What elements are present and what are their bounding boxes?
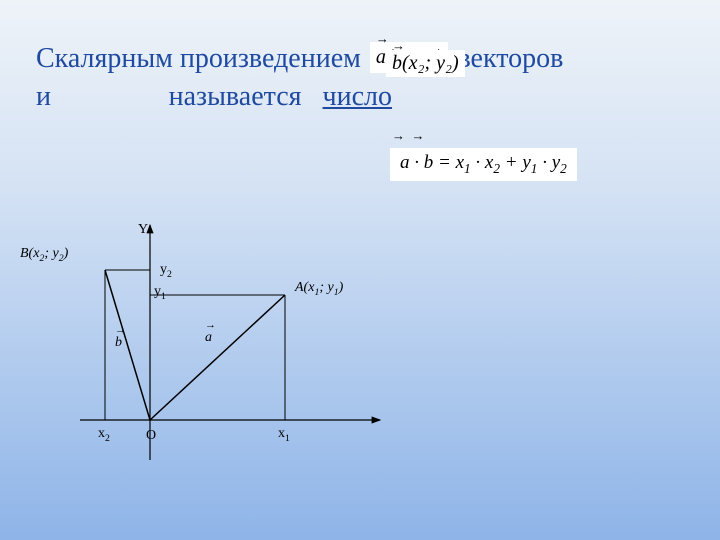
vector-a-label: →a xyxy=(205,330,212,346)
title-word2: произведением xyxy=(180,43,361,74)
origin-label: O xyxy=(146,428,156,444)
formula-text: a · b = x1 · x2 + y1 · y2 xyxy=(400,152,567,173)
diagram-svg xyxy=(60,220,420,500)
vector-b-line xyxy=(105,270,150,420)
vector-a-line xyxy=(150,295,285,420)
vector-a-symbol: a xyxy=(376,44,386,71)
title-word5: называется xyxy=(169,81,302,112)
formula-box: a · b = x1 · x2 + y1 · y2 xyxy=(390,148,577,181)
coordinate-diagram: Y O x1 x2 y1 y2 →a →b A(x1; y1) B(x2; y2… xyxy=(60,220,420,500)
y1-label: y1 xyxy=(154,284,166,302)
x2-label: x2 xyxy=(98,426,110,444)
title-word4: и xyxy=(36,81,51,112)
title-word3: векторов xyxy=(457,43,563,74)
formula-arrow-row: → → xyxy=(392,128,425,144)
title-word1: Скалярным xyxy=(36,43,173,74)
vector-b-label: →b xyxy=(115,335,122,351)
title-word6: число xyxy=(323,81,392,112)
title-block: Скалярным произведением a(x₁; y₁) вектор… xyxy=(36,40,700,116)
vector-b-inline: b(x₂; y₂) xyxy=(386,50,465,77)
point-a-label: A(x1; y1) xyxy=(295,280,343,298)
y-axis-label: Y xyxy=(138,222,148,238)
point-b-label: B(x2; y2) xyxy=(20,246,68,264)
vector-b-symbol: b xyxy=(392,52,402,75)
vector-b-coords: (x₂; y₂) xyxy=(402,52,459,74)
y2-label: y2 xyxy=(160,262,172,280)
x1-label: x1 xyxy=(278,426,290,444)
